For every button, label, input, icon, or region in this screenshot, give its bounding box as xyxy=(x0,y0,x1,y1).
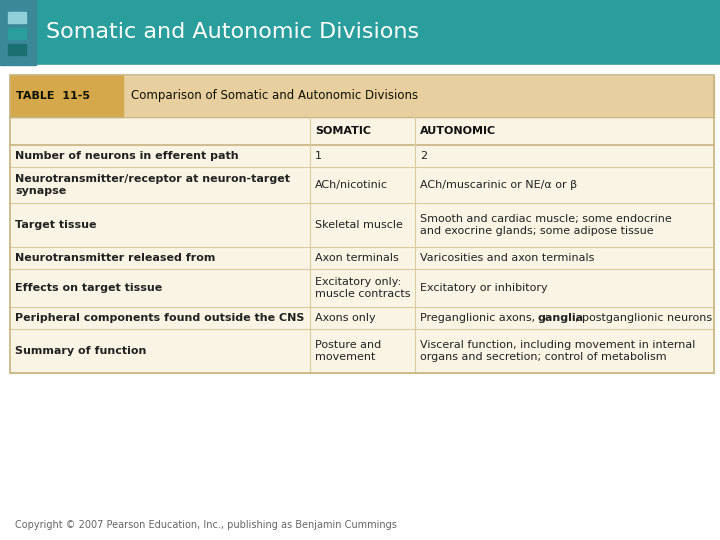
Text: Excitatory only:
muscle contracts: Excitatory only: muscle contracts xyxy=(315,277,410,299)
Text: Number of neurons in efferent path: Number of neurons in efferent path xyxy=(15,151,238,161)
Text: Varicosities and axon terminals: Varicosities and axon terminals xyxy=(420,253,595,263)
Text: ganglia: ganglia xyxy=(538,313,584,323)
Text: 2: 2 xyxy=(420,151,427,161)
Text: Neurotransmitter released from: Neurotransmitter released from xyxy=(15,253,215,263)
Text: Comparison of Somatic and Autonomic Divisions: Comparison of Somatic and Autonomic Divi… xyxy=(131,90,418,103)
Bar xyxy=(10,329,714,373)
Text: TABLE  11-5: TABLE 11-5 xyxy=(16,91,90,101)
Text: ACh/nicotinic: ACh/nicotinic xyxy=(315,180,388,190)
Text: SOMATIC: SOMATIC xyxy=(315,126,371,136)
Text: Target tissue: Target tissue xyxy=(15,220,96,230)
Text: ACh/muscarinic or NE/α or β: ACh/muscarinic or NE/α or β xyxy=(420,180,577,190)
Text: Skeletal muscle: Skeletal muscle xyxy=(315,220,403,230)
Bar xyxy=(10,75,714,117)
Bar xyxy=(10,203,714,247)
Text: AUTONOMIC: AUTONOMIC xyxy=(420,126,496,136)
Bar xyxy=(8,28,26,39)
Bar xyxy=(10,75,714,373)
Bar xyxy=(10,145,714,167)
Text: Effects on target tissue: Effects on target tissue xyxy=(15,283,162,293)
Bar xyxy=(10,269,714,307)
Text: Visceral function, including movement in internal
organs and secretion; control : Visceral function, including movement in… xyxy=(420,340,696,362)
Text: Axons only: Axons only xyxy=(315,313,376,323)
Text: Copyright © 2007 Pearson Education, Inc., publishing as Benjamin Cummings: Copyright © 2007 Pearson Education, Inc.… xyxy=(15,520,397,530)
Text: Preganglionic axons,: Preganglionic axons, xyxy=(420,313,539,323)
Text: Peripheral components found outside the CNS: Peripheral components found outside the … xyxy=(15,313,305,323)
Bar xyxy=(0,0,720,65)
Text: , postganglionic neurons: , postganglionic neurons xyxy=(575,313,712,323)
Text: Somatic and Autonomic Divisions: Somatic and Autonomic Divisions xyxy=(46,23,419,43)
Bar xyxy=(8,44,26,55)
Text: Axon terminals: Axon terminals xyxy=(315,253,399,263)
Bar xyxy=(10,307,714,329)
Text: Neurotransmitter/receptor at neuron-target
synapse: Neurotransmitter/receptor at neuron-targ… xyxy=(15,174,290,196)
Bar xyxy=(8,12,26,23)
Bar xyxy=(0,0,36,65)
Text: 1: 1 xyxy=(315,151,322,161)
Bar xyxy=(10,117,714,145)
Bar xyxy=(0,373,720,540)
Bar xyxy=(0,65,720,75)
Text: Summary of function: Summary of function xyxy=(15,346,146,356)
Text: Posture and
movement: Posture and movement xyxy=(315,340,382,362)
Bar xyxy=(10,247,714,269)
Text: Excitatory or inhibitory: Excitatory or inhibitory xyxy=(420,283,548,293)
Bar xyxy=(10,75,123,117)
Bar xyxy=(10,167,714,203)
Text: Smooth and cardiac muscle; some endocrine
and exocrine glands; some adipose tiss: Smooth and cardiac muscle; some endocrin… xyxy=(420,214,672,236)
